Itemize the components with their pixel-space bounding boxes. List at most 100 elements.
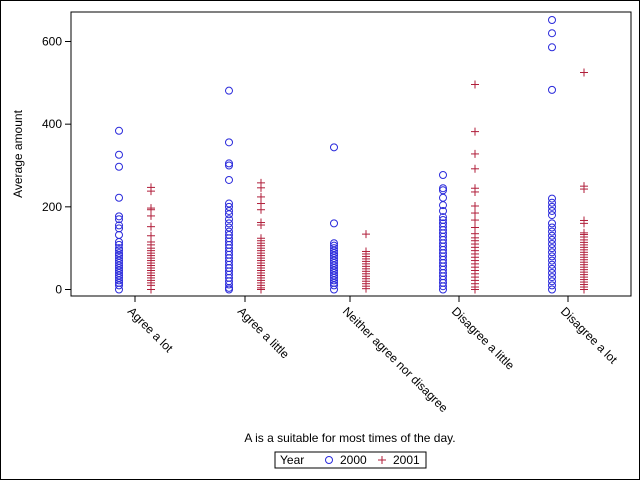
point-2001: [257, 205, 265, 214]
point-2000: [225, 285, 233, 294]
point-2000: [439, 171, 447, 180]
point-2001: [471, 164, 479, 173]
point-2000: [548, 277, 556, 286]
point-2000: [225, 223, 233, 232]
point-2000: [548, 206, 556, 215]
point-2000: [439, 285, 447, 294]
point-2000: [330, 276, 338, 285]
x-tick-label: Agree a little: [235, 304, 292, 361]
point-2000: [548, 85, 556, 94]
point-2000: [548, 223, 556, 232]
point-2000: [115, 215, 123, 224]
point-2001: [257, 285, 265, 294]
point-2000: [115, 221, 123, 230]
x-tick-label: Neither agree nor disagree: [340, 304, 451, 415]
point-2001: [471, 202, 479, 211]
point-2000: [548, 264, 556, 273]
point-2000: [548, 281, 556, 290]
point-2000: [330, 281, 338, 290]
point-2000: [115, 126, 123, 135]
y-tick-label: 400: [42, 117, 62, 131]
y-axis-title: Average amount: [11, 109, 25, 198]
point-2000: [225, 175, 233, 184]
point-2000: [115, 193, 123, 202]
point-2000: [439, 184, 447, 193]
point-2000: [548, 219, 556, 228]
point-2001: [580, 68, 588, 77]
point-2000: [548, 273, 556, 282]
point-2000: [225, 219, 233, 228]
point-2000: [548, 194, 556, 203]
point-2001: [147, 187, 155, 196]
point-2000: [330, 143, 338, 152]
point-2001: [471, 127, 479, 136]
point-2001: [471, 149, 479, 158]
legend-title: Year: [280, 453, 304, 467]
point-2001: [362, 284, 370, 293]
point-2000: [548, 29, 556, 38]
point-2001: [471, 209, 479, 218]
point-2001: [580, 185, 588, 194]
point-2001: [257, 183, 265, 192]
point-2000: [548, 252, 556, 261]
point-2000: [330, 219, 338, 228]
point-2000: [548, 285, 556, 294]
point-2001: [147, 222, 155, 231]
point-2000: [548, 240, 556, 249]
point-2001: [580, 219, 588, 228]
point-2000: [115, 276, 123, 285]
point-2000: [548, 211, 556, 220]
plot-area: [70, 11, 632, 297]
y-tick-label: 200: [42, 200, 62, 214]
legend: Year 2000 2001: [274, 451, 427, 469]
point-2000: [548, 202, 556, 211]
point-2001: [362, 230, 370, 239]
point-2000: [225, 161, 233, 170]
point-2000: [115, 285, 123, 294]
point-2000: [115, 240, 123, 249]
point-2000: [225, 138, 233, 147]
x-tick-label: Agree a lot: [125, 304, 176, 355]
legend-label-2000: 2000: [340, 453, 367, 467]
point-2000: [548, 235, 556, 244]
point-2001: [147, 285, 155, 294]
point-2000: [225, 159, 233, 168]
point-2000: [225, 280, 233, 289]
x-axis: Agree a lot Agree a little Neither agree n…: [125, 296, 621, 415]
point-2000: [548, 231, 556, 240]
y-axis: 0 200 400 600: [42, 35, 71, 297]
y-tick-label: 600: [42, 35, 62, 49]
point-2000: [225, 210, 233, 219]
x-axis-title: A is a suitable for most times of the da…: [244, 431, 455, 445]
x-tick-label: Disagree a lot: [558, 304, 621, 367]
point-2001: [257, 221, 265, 230]
point-2000: [439, 282, 447, 291]
point-2000: [548, 256, 556, 265]
point-2000: [548, 43, 556, 52]
legend-label-2001: 2001: [393, 453, 420, 467]
point-2000: [115, 281, 123, 290]
point-2000: [548, 227, 556, 236]
point-2000: [548, 268, 556, 277]
point-2000: [439, 201, 447, 210]
point-2000: [439, 213, 447, 222]
point-2000: [548, 248, 556, 257]
legend-marker-2000: [325, 456, 333, 464]
point-2000: [115, 150, 123, 159]
point-2000: [115, 237, 123, 246]
point-2001: [471, 80, 479, 89]
point-2000: [330, 285, 338, 294]
point-2000: [548, 16, 556, 25]
point-2000: [115, 212, 123, 221]
point-2000: [548, 244, 556, 253]
point-2000: [225, 86, 233, 95]
point-2000: [225, 206, 233, 215]
point-2000: [115, 230, 123, 239]
legend-box: [274, 451, 427, 469]
y-tick-label: 0: [55, 283, 62, 297]
point-2000: [548, 260, 556, 269]
point-2000: [548, 198, 556, 207]
point-2000: [439, 193, 447, 202]
point-2000: [225, 215, 233, 224]
